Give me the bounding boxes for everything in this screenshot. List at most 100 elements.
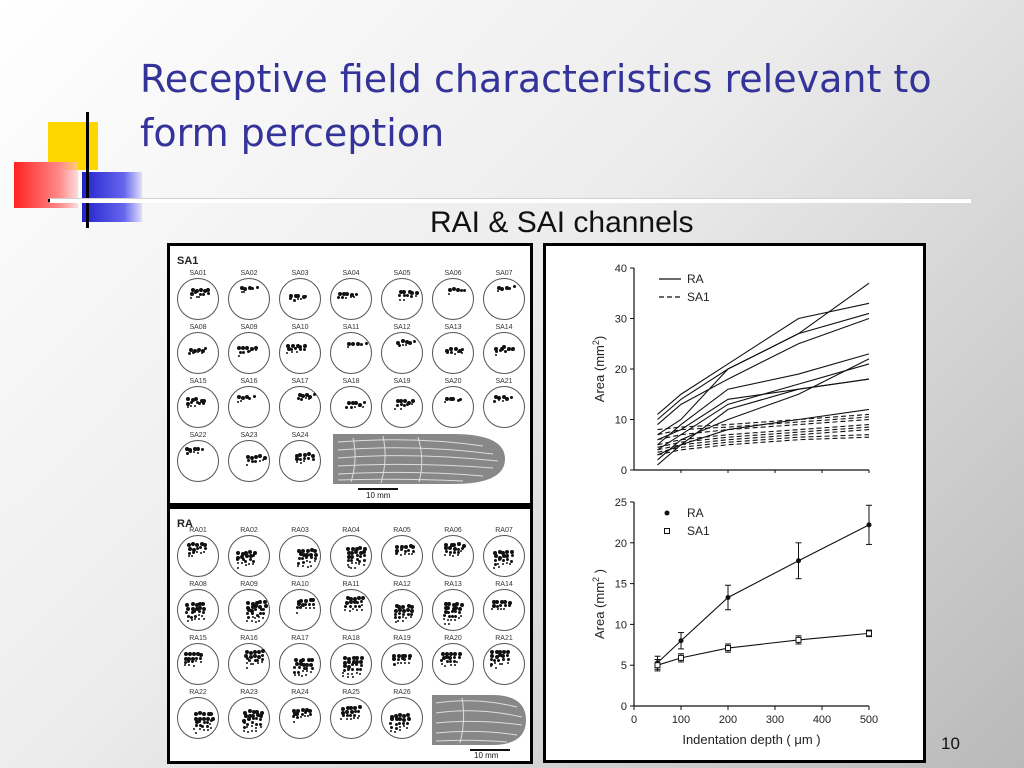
receptive-field-dot <box>193 727 196 730</box>
receptive-field-label: RA14 <box>495 581 513 588</box>
receptive-field-circle <box>483 589 525 631</box>
receptive-field-dot <box>314 553 319 558</box>
receptive-field-dot <box>262 617 265 620</box>
receptive-field-dot <box>198 610 202 614</box>
receptive-field-dot <box>508 563 511 566</box>
receptive-field-dot <box>494 346 499 351</box>
legend-label: SA1 <box>687 290 710 304</box>
receptive-field-dot <box>236 400 239 403</box>
receptive-field-dot <box>251 559 255 563</box>
receptive-field-dot <box>345 713 349 717</box>
receptive-field-dot <box>447 611 451 615</box>
receptive-field-dot <box>444 655 449 660</box>
receptive-field-dot <box>395 549 400 554</box>
receptive-field-dot <box>402 722 406 726</box>
receptive-field-dot <box>309 670 312 673</box>
receptive-field-dot <box>337 291 342 296</box>
receptive-field-label: SA20 <box>444 378 462 385</box>
receptive-field-dot <box>299 662 304 667</box>
receptive-field-dot <box>357 710 361 714</box>
receptive-field-dot <box>494 661 496 664</box>
receptive-field-dot <box>235 558 239 562</box>
receptive-field-label: RA17 <box>291 635 309 642</box>
receptive-field-circle <box>330 589 372 631</box>
receptive-field-dot <box>256 286 260 290</box>
receptive-field-dot <box>252 554 256 558</box>
receptive-field-dot <box>504 285 509 290</box>
receptive-field-dot <box>400 654 405 659</box>
receptive-field-dot <box>343 660 348 665</box>
receptive-field-dot <box>345 405 349 409</box>
receptive-field-dot <box>347 550 352 555</box>
receptive-field-label: SA23 <box>240 432 258 439</box>
x-tick-label: 200 <box>719 714 737 726</box>
receptive-field-label: RA26 <box>393 689 411 696</box>
receptive-field-dot <box>454 605 459 610</box>
receptive-field-dot <box>353 706 358 711</box>
receptive-field-dot <box>359 672 362 675</box>
receptive-field-dot <box>458 617 461 620</box>
receptive-field-dot <box>250 729 253 732</box>
y-tick-label: 0 <box>621 701 627 713</box>
receptive-field-dot <box>311 454 316 459</box>
receptive-field-dot <box>309 552 314 557</box>
receptive-field-dot <box>448 293 451 296</box>
receptive-field-dot <box>240 555 245 560</box>
receptive-field-dot <box>202 618 205 621</box>
receptive-field-dot <box>200 660 203 663</box>
receptive-field-dot <box>494 563 497 567</box>
receptive-field-label: RA12 <box>393 581 411 588</box>
receptive-field-dot <box>259 710 264 715</box>
receptive-field-dot <box>250 725 253 728</box>
receptive-field-dot <box>194 615 198 619</box>
receptive-field-dot <box>346 675 349 678</box>
receptive-field-dot <box>394 722 398 726</box>
receptive-field-dot <box>193 618 196 621</box>
receptive-field-dot <box>300 393 305 398</box>
receptive-field-label: RA23 <box>240 689 258 696</box>
ra-scale-label: 10 mm <box>474 751 499 760</box>
receptive-field-dot <box>209 712 214 717</box>
receptive-field-dot <box>187 656 192 661</box>
receptive-field-dot <box>498 566 501 569</box>
receptive-field-dot <box>396 657 400 661</box>
receptive-field-dot <box>505 396 510 401</box>
receptive-field-dot <box>291 708 296 713</box>
receptive-field-dot <box>496 286 501 291</box>
receptive-field-dot <box>297 392 302 397</box>
receptive-field-dot <box>307 708 312 713</box>
receptive-field-dot <box>447 623 450 626</box>
receptive-field-dot <box>304 553 309 558</box>
receptive-field-dot <box>197 618 200 621</box>
receptive-field-dot <box>195 724 199 728</box>
receptive-field-dot <box>309 556 313 560</box>
receptive-field-dot <box>194 397 198 402</box>
receptive-field-dot <box>292 720 295 723</box>
receptive-field-cell: RA09 <box>227 581 275 633</box>
receptive-field-dot <box>198 614 201 617</box>
receptive-field-dot <box>202 716 207 721</box>
receptive-field-dot <box>496 563 499 566</box>
receptive-field-circle <box>228 278 270 320</box>
ra-fingerprint-image <box>432 695 526 745</box>
receptive-field-circle <box>228 386 270 428</box>
receptive-field-dot <box>347 672 350 675</box>
receptive-field-dot <box>306 559 309 562</box>
receptive-field-dot <box>347 555 352 560</box>
receptive-field-dot <box>190 611 194 615</box>
receptive-field-dot <box>495 599 500 604</box>
sa1-receptive-fields-panel: SA1 SA01 SA02 SA03 SA04 SA05 SA06 SA07 SA08 SA09… <box>167 243 533 506</box>
receptive-field-dot <box>302 560 306 564</box>
receptive-field-dot <box>403 403 407 407</box>
receptive-field-dot <box>408 340 413 345</box>
receptive-field-dot <box>359 668 363 672</box>
data-point <box>678 638 684 644</box>
receptive-field-dot <box>252 709 257 714</box>
receptive-field-dot <box>192 547 197 552</box>
receptive-field-dot <box>352 600 357 605</box>
receptive-field-dot <box>188 348 193 353</box>
receptive-field-dot <box>444 553 447 556</box>
receptive-field-dot <box>311 598 316 603</box>
receptive-field-dot <box>403 549 407 553</box>
receptive-field-dot <box>303 603 307 607</box>
